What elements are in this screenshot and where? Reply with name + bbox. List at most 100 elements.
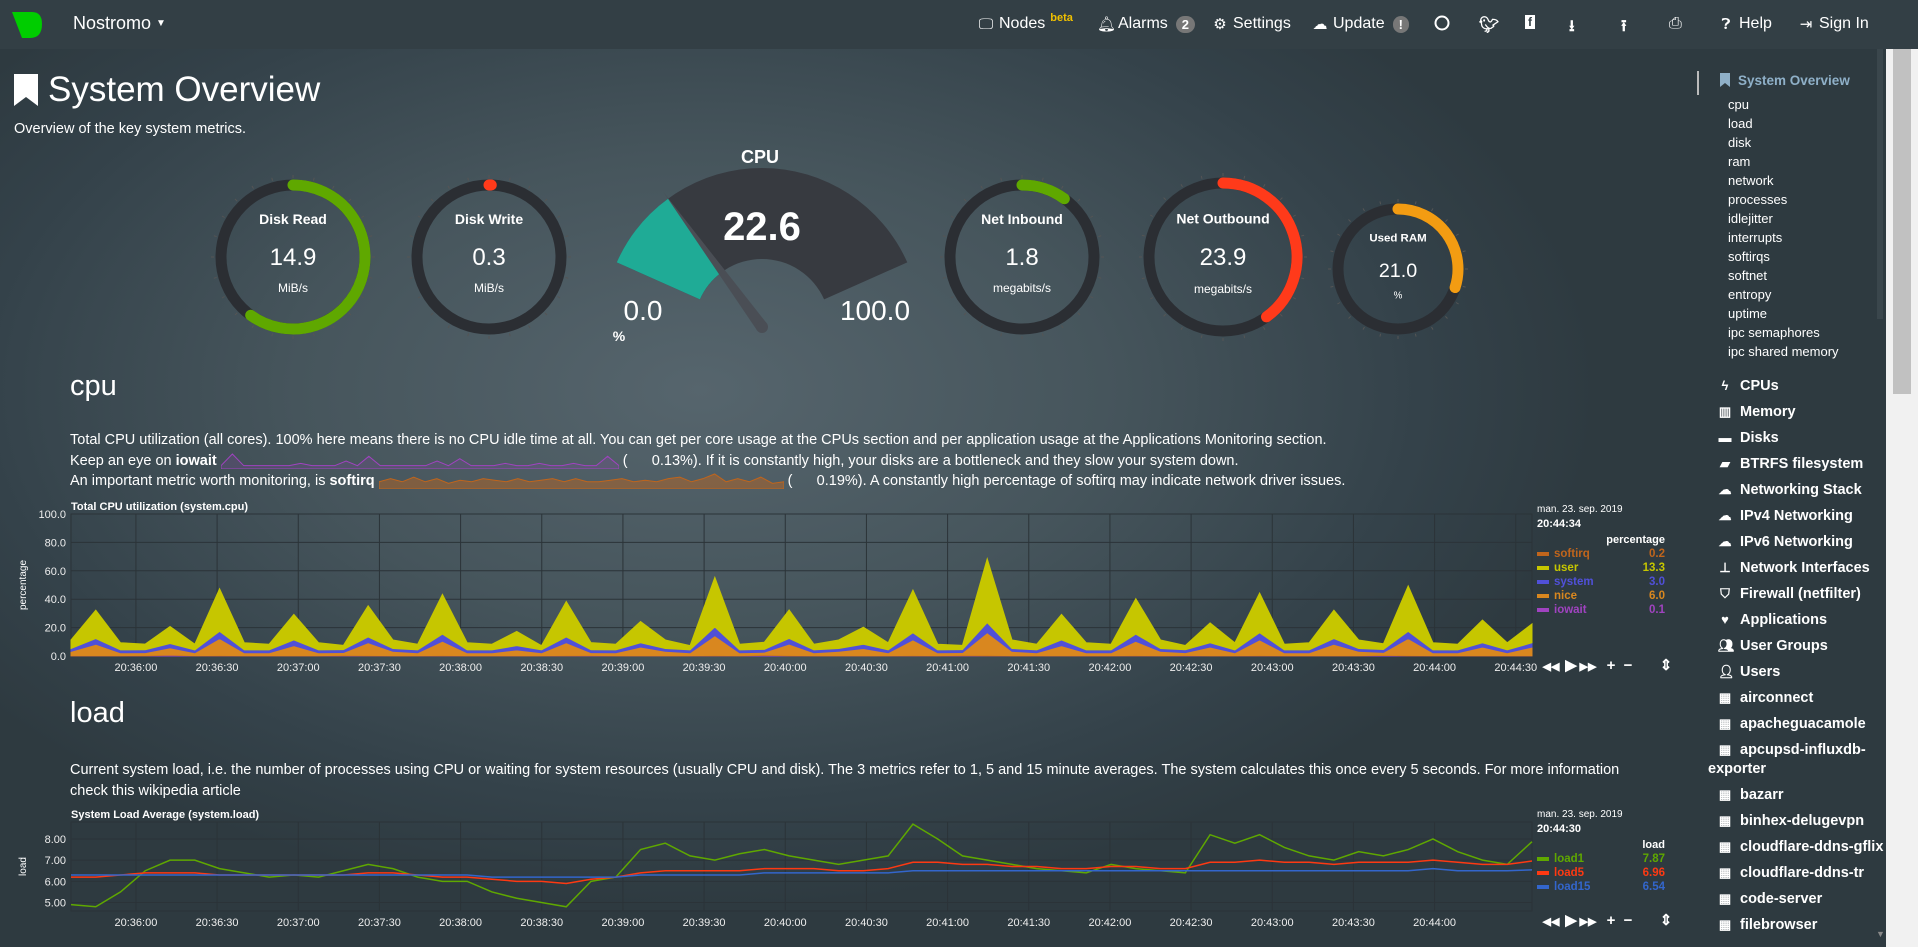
sidebar-item-cloudflare-ddns-gflix[interactable]: ▦ cloudflare-ddns-gflix (1718, 839, 1884, 855)
sidebar-item-code-server[interactable]: ▦ code-server (1718, 891, 1822, 907)
legend-units: load (1642, 839, 1665, 851)
zoom-out-button[interactable]: − (1624, 912, 1633, 929)
iowait-value-text: ( 0.13%). If it is constantly high, your… (622, 452, 1239, 469)
sidebar-item-ipv6-networking[interactable]: ☁ IPv6 Networking (1718, 534, 1853, 550)
sidebar-item-airconnect[interactable]: ▦ airconnect (1718, 690, 1814, 706)
sidebar-item-memory[interactable]: ▥ Memory (1718, 404, 1796, 420)
scroll-down-arrow-icon[interactable]: ▼ (1876, 929, 1885, 939)
legend-label-system[interactable]: system (1554, 576, 1594, 588)
gauge-used-ram[interactable]: Used RAM 21.0% (1328, 199, 1468, 339)
legend-label-load15[interactable]: load15 (1554, 881, 1591, 893)
heartbeat-icon: ♥ (1721, 612, 1729, 627)
sidebar-scrollbar[interactable] (1877, 49, 1883, 319)
sidebar-subitem-entropy[interactable]: entropy (1728, 287, 1772, 302)
sidebar-item-apacheguacamole[interactable]: ▦ apacheguacamole (1718, 716, 1866, 732)
netdata-logo-icon[interactable] (10, 10, 44, 40)
nodes-button[interactable]: 🖵 Nodes beta (978, 12, 1073, 33)
sidebar-subitem-load[interactable]: load (1728, 116, 1753, 131)
sidebar-subitem-idlejitter[interactable]: idlejitter (1728, 211, 1773, 226)
sidebar-subitem-disk[interactable]: disk (1728, 135, 1752, 150)
sidebar-subitem-softnet[interactable]: softnet (1728, 268, 1768, 283)
sidebar-item-cpus[interactable]: ϟ CPUs (1718, 378, 1779, 394)
gauge-tick (447, 185, 450, 189)
legend-label-iowait[interactable]: iowait (1554, 604, 1587, 616)
sidebar-subitem-uptime[interactable]: uptime (1728, 306, 1768, 321)
print-icon[interactable]: ⎙ (1669, 15, 1682, 32)
brand-dropdown[interactable]: Nostromo ▼ (73, 13, 166, 34)
gauge-net-inbound[interactable]: Net Inbound 1.8 megabits/s (940, 175, 1104, 339)
legend-label-nice[interactable]: nice (1554, 590, 1577, 602)
alarms-button[interactable]: 🔔︎ Alarms 2 (1097, 15, 1196, 33)
sidebar-item-system-overview[interactable]: System Overview (1720, 73, 1850, 88)
sidebar-subitem-cpu[interactable]: cpu (1728, 97, 1749, 112)
twitter-icon[interactable]: 🐦︎ (1479, 17, 1500, 34)
sidebar-subitem-softirqs[interactable]: softirqs (1728, 249, 1770, 264)
sidebar-item-network-interfaces[interactable]: ⊥ Network Interfaces (1718, 560, 1869, 576)
sidebar-item-firewall-netfilter-[interactable]: ⛉ Firewall (netfilter) (1718, 586, 1861, 602)
sidebar-subitem-processes[interactable]: processes (1728, 192, 1788, 207)
zoom-in-button[interactable]: + (1607, 912, 1616, 929)
grid-icon: ▦ (1718, 839, 1732, 854)
sidebar-item-user-groups[interactable]: 👥︎ User Groups (1718, 638, 1828, 654)
sidebar-item-bazarr[interactable]: ▦ bazarr (1718, 787, 1784, 803)
facebook-icon[interactable]: f (1525, 15, 1535, 29)
sidebar-item-label: BTRFS filesystem (1740, 456, 1864, 472)
sidebar-item-networking-stack[interactable]: ☁ Networking Stack (1718, 482, 1862, 498)
download-icon[interactable]: ⭳ (1569, 18, 1575, 35)
sidebar-subitem-interrupts[interactable]: interrupts (1728, 230, 1783, 245)
wikipedia-link[interactable]: wikipedia article (138, 782, 241, 799)
github-icon[interactable] (1434, 15, 1450, 31)
cpu-chart[interactable]: Total CPU utilization (system.cpu) percen… (0, 495, 1700, 685)
legend-swatch (1537, 566, 1549, 570)
forward-button[interactable]: ▶▶ (1579, 661, 1597, 673)
forward-button[interactable]: ▶▶ (1579, 916, 1597, 928)
sidebar-subitem-ram[interactable]: ram (1728, 154, 1751, 169)
sidebar-item-apcupsd-influxdb-[interactable]: ▦ apcupsd-influxdb- (1718, 742, 1866, 758)
x-tick-label: 20:38:30 (520, 662, 563, 674)
sidebar-item-binhex-delugevpn[interactable]: ▦ binhex-delugevpn (1718, 813, 1864, 829)
sidebar-subitem-ipc-shared-memory[interactable]: ipc shared memory (1728, 344, 1839, 359)
play-button[interactable]: ▶ (1564, 657, 1578, 674)
sidebar-item-users[interactable]: 👤︎ Users (1718, 664, 1780, 680)
gauge-net-outbound[interactable]: Net Outbound 23.9 megabits/s (1139, 173, 1307, 341)
gauge-value: 23.9 (1200, 244, 1247, 271)
y-tick-label: 80.0 (45, 537, 66, 549)
sidebar-item-disks[interactable]: ▬ Disks (1718, 430, 1779, 446)
sidebar-item-filebrowser[interactable]: ▦ filebrowser (1718, 917, 1818, 933)
cpu-gauge[interactable]: CPU 22.6 0.0 100.0% (613, 147, 910, 344)
settings-button[interactable]: ⚙ Settings (1212, 15, 1291, 33)
sidebar-item-label: cloudflare-ddns-gflix (1740, 839, 1884, 855)
rewind-button[interactable]: ◀◀ (1542, 916, 1560, 928)
sidebar-subitem-ipc-semaphores[interactable]: ipc semaphores (1728, 325, 1820, 340)
help-button[interactable]: ❓︎ Help (1718, 15, 1771, 33)
legend-label-softirq[interactable]: softirq (1554, 548, 1590, 560)
sidebar-item-cloudflare-ddns-tr[interactable]: ▦ cloudflare-ddns-tr (1718, 865, 1864, 881)
legend-label-load1[interactable]: load1 (1554, 853, 1585, 865)
rewind-button[interactable]: ◀◀ (1542, 661, 1560, 673)
resize-button[interactable]: ⇕ (1660, 657, 1673, 674)
play-button[interactable]: ▶ (1564, 912, 1578, 929)
legend-label-user[interactable]: user (1554, 562, 1579, 574)
upload-icon[interactable]: ⭱ (1621, 18, 1627, 35)
gauge-disk-write[interactable]: Disk Write 0.3 MiB/s (407, 175, 571, 339)
legend-value-load15: 6.54 (1643, 881, 1666, 893)
x-tick-label: 20:41:30 (1007, 662, 1050, 674)
gauge-tick (467, 333, 470, 337)
update-button[interactable]: ☁ Update! (1312, 15, 1409, 33)
zoom-out-button[interactable]: − (1624, 657, 1633, 674)
sidebar-item-ipv4-networking[interactable]: ☁ IPv4 Networking (1718, 508, 1853, 524)
legend-label-load5[interactable]: load5 (1554, 867, 1585, 879)
gauge-disk-read[interactable]: Disk Read 14.9 MiB/s (211, 175, 375, 339)
sidebar-item-applications[interactable]: ♥ Applications (1718, 612, 1827, 628)
zoom-in-button[interactable]: + (1607, 657, 1616, 674)
resize-button[interactable]: ⇕ (1660, 912, 1673, 929)
sidebar-item-label-cont[interactable]: exporter (1708, 761, 1767, 777)
cpu-desc-line2: Keep an eye on iowait ( 0.13%). If it is… (70, 451, 1660, 472)
sidebar-item-btrfs-filesystem[interactable]: ▰ BTRFS filesystem (1718, 456, 1863, 472)
page-scrollbar-thumb[interactable] (1893, 49, 1911, 394)
sidebar-subitem-network[interactable]: network (1728, 173, 1774, 188)
page-scrollbar[interactable] (1886, 49, 1918, 947)
gauge-tick (1061, 325, 1064, 329)
sign-in-button[interactable]: ⇥ Sign In (1798, 15, 1869, 33)
load-chart[interactable]: System Load Average (system.load) load 5.0… (0, 803, 1700, 947)
